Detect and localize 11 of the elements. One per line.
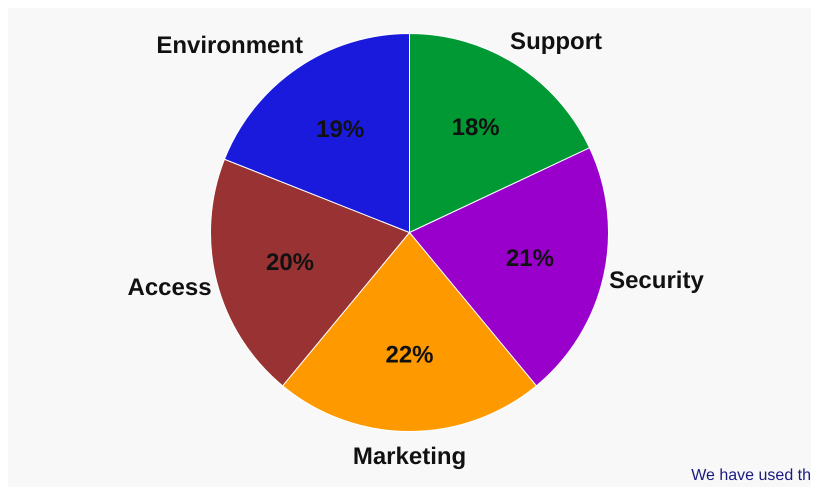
data-label: 20%: [266, 248, 314, 276]
slice-label: Access: [127, 274, 212, 302]
text: We have used th: [691, 467, 811, 485]
slice-label: Security: [609, 267, 704, 294]
slice-label: Marketing: [352, 443, 466, 470]
data-label: 21%: [506, 245, 554, 272]
data-label: 18%: [452, 114, 500, 141]
slice-label: Support: [510, 28, 602, 56]
data-label: 19%: [316, 116, 364, 144]
slice-label: Environment: [156, 32, 304, 60]
data-label: 22%: [385, 342, 434, 369]
